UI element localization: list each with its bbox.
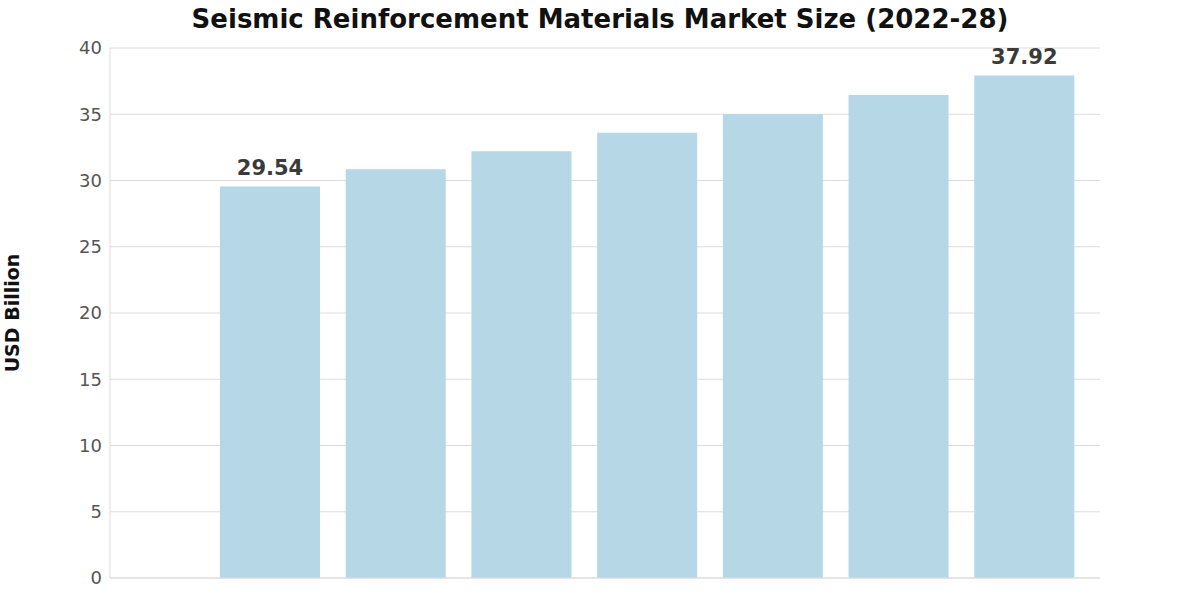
svg-text:10: 10 <box>79 435 102 456</box>
svg-text:5: 5 <box>91 501 102 522</box>
svg-text:37.92: 37.92 <box>991 45 1057 69</box>
svg-text:35: 35 <box>79 104 102 125</box>
html-text:Seismic Reinforcement Material: Seismic Reinforcement Materials Market S… <box>191 4 1009 34</box>
svg-text:30: 30 <box>79 170 102 191</box>
svg-text:0: 0 <box>91 567 102 588</box>
svg-text:15: 15 <box>79 369 102 390</box>
svg-text:20: 20 <box>79 302 102 323</box>
svg-text:40: 40 <box>79 37 102 58</box>
svg-text:USD Billion: USD Billion <box>8 254 23 373</box>
svg-text:29.54: 29.54 <box>237 156 303 180</box>
svg-text:25: 25 <box>79 236 102 257</box>
